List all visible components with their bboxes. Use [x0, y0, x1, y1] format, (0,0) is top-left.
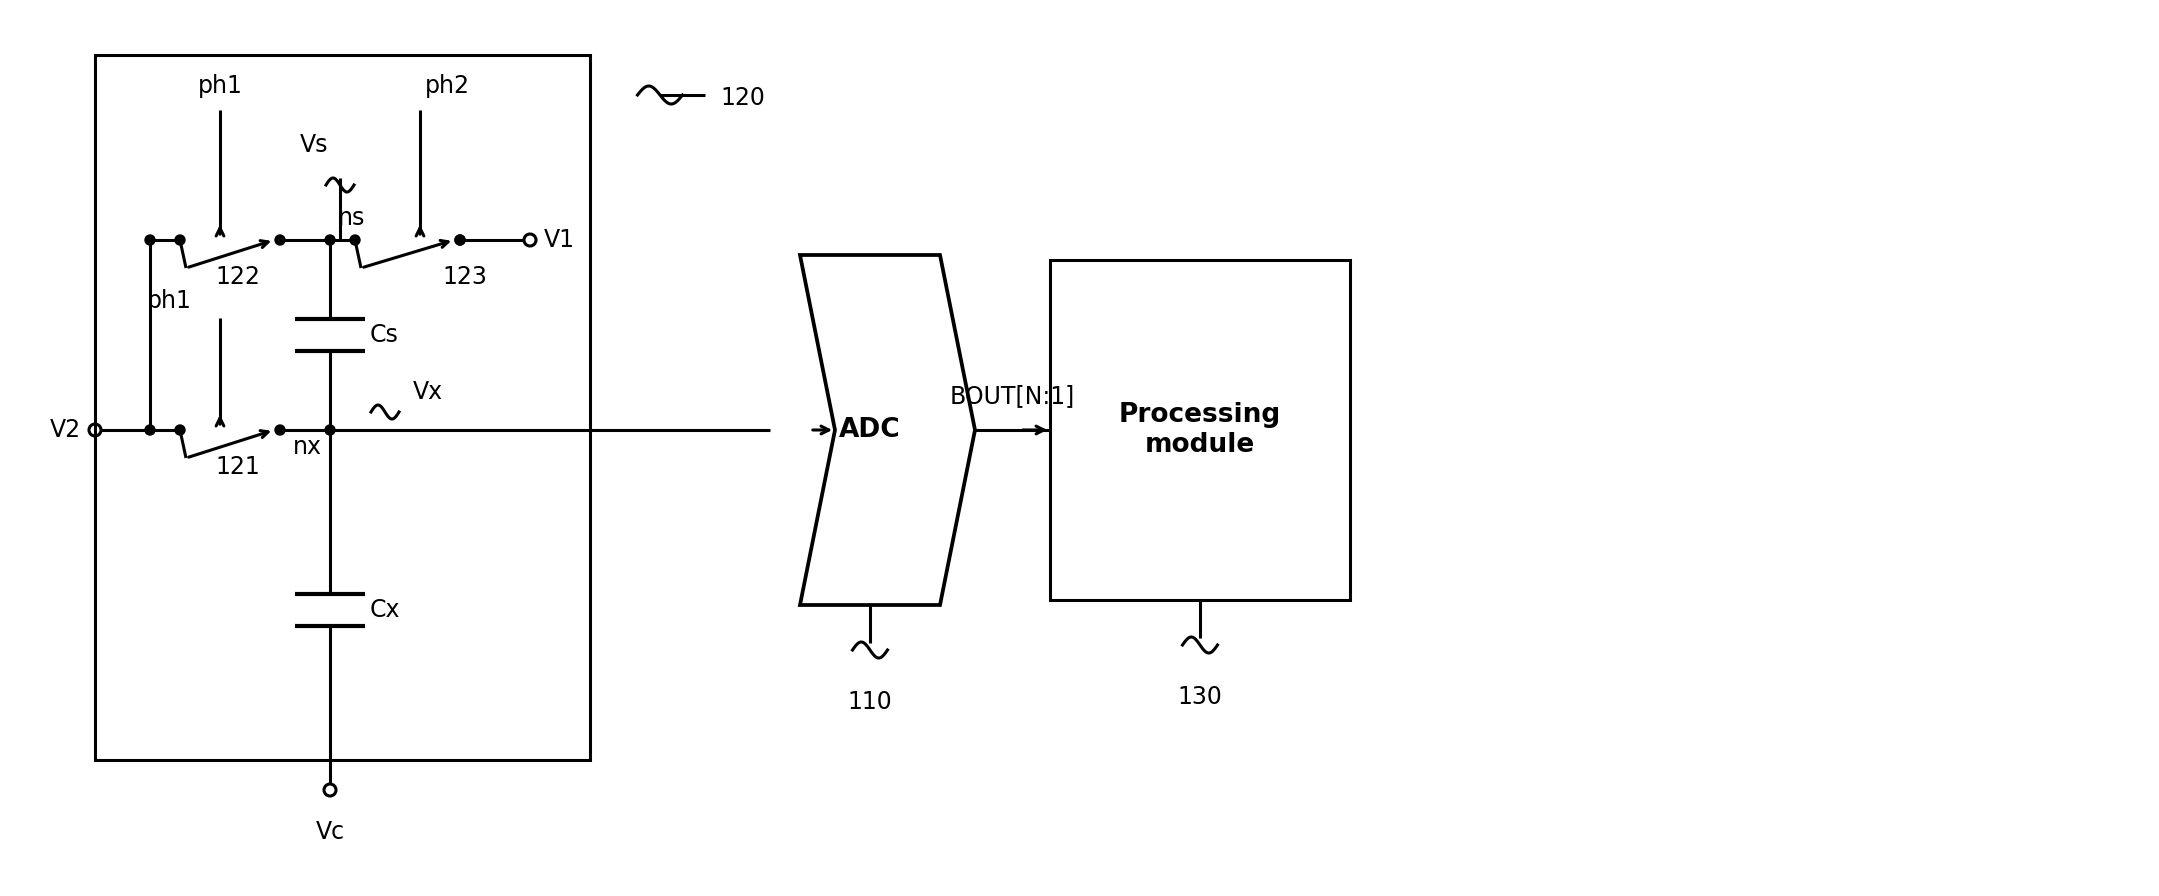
Circle shape — [456, 235, 464, 245]
Text: ph2: ph2 — [425, 74, 471, 98]
Text: 120: 120 — [719, 86, 764, 110]
Text: Vc: Vc — [315, 820, 345, 844]
Polygon shape — [801, 255, 976, 605]
Text: Vx: Vx — [412, 380, 443, 404]
Circle shape — [175, 235, 186, 245]
Text: nx: nx — [294, 435, 322, 459]
Text: Cs: Cs — [369, 323, 399, 347]
Circle shape — [145, 425, 155, 435]
Text: ns: ns — [339, 206, 365, 230]
Text: Vs: Vs — [300, 133, 328, 157]
Circle shape — [175, 425, 186, 435]
Circle shape — [326, 235, 335, 245]
Text: Cx: Cx — [369, 598, 402, 622]
Text: ph1: ph1 — [147, 289, 192, 313]
Text: 121: 121 — [216, 455, 259, 479]
Text: 122: 122 — [216, 265, 259, 289]
Text: ADC: ADC — [840, 417, 900, 443]
Text: ph1: ph1 — [199, 74, 242, 98]
Text: 123: 123 — [443, 265, 488, 289]
Circle shape — [274, 235, 285, 245]
Circle shape — [326, 425, 335, 435]
Text: V2: V2 — [50, 418, 82, 442]
Text: V1: V1 — [544, 228, 574, 252]
Bar — [95, 55, 589, 760]
Bar — [1049, 260, 1349, 600]
Circle shape — [145, 235, 155, 245]
Circle shape — [456, 235, 464, 245]
Circle shape — [350, 235, 361, 245]
Circle shape — [274, 425, 285, 435]
Text: BOUT[N:1]: BOUT[N:1] — [950, 384, 1075, 408]
Text: Processing
module: Processing module — [1118, 402, 1280, 458]
Text: 130: 130 — [1177, 685, 1222, 709]
Text: 110: 110 — [848, 690, 892, 714]
